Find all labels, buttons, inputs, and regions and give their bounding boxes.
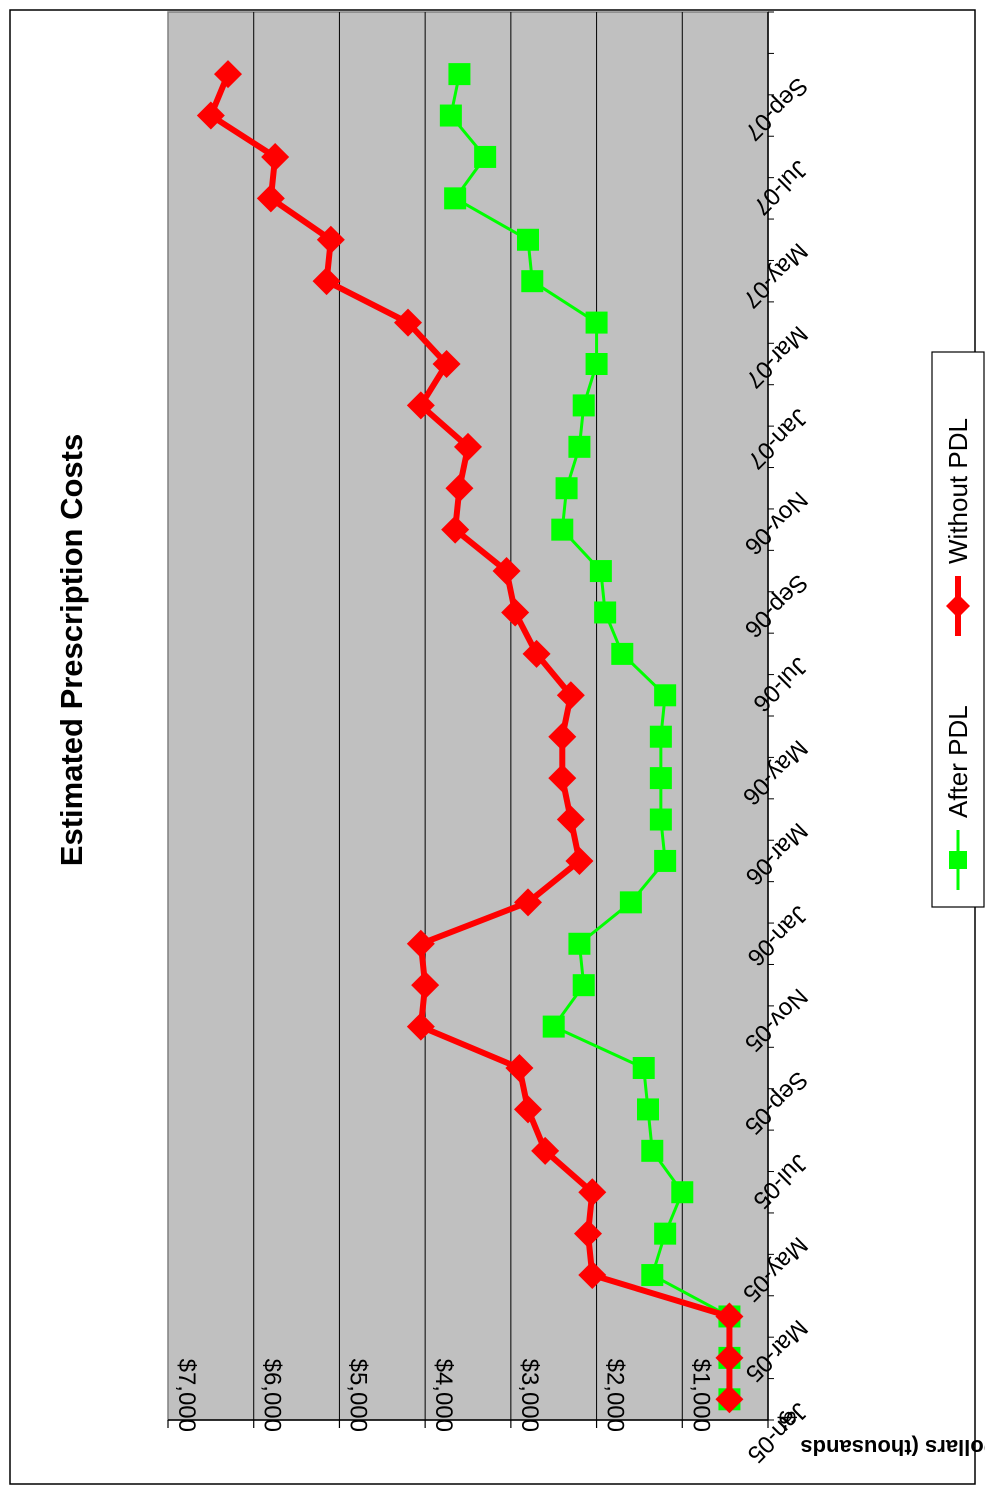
data-point [531,1136,560,1165]
data-point [585,353,608,375]
legend-item: Without PDL [943,418,973,636]
data-point [548,722,577,751]
y-tick-label: $- [773,1411,800,1432]
data-point [514,888,542,917]
data-point [261,142,290,171]
data-point [521,270,544,293]
data-point [556,681,585,710]
legend: After PDL Without PDL [931,351,985,908]
legend-marker [949,851,967,869]
data-point [406,391,435,420]
legend-item: After PDL [943,705,973,890]
y-axis-ticks: $- $1,000 $2,000 $3,000 $4,000 $5,000 $6,000 $7… [167,12,800,1432]
data-point [312,267,341,296]
data-point [444,187,467,210]
data-point [637,1098,659,1121]
data-point [565,846,594,875]
data-point [578,1178,607,1207]
data-point [654,684,677,707]
data-point [585,311,608,334]
data-point [256,184,285,213]
y-tick-label: $1,000 [687,1359,714,1432]
data-point [555,477,578,500]
data-point [611,642,634,665]
plot-area-group: Jan-05Mar-05May-05Jul-05Sep-05Nov-05Jan-… [167,11,813,1468]
data-point [589,560,612,583]
data-point [514,1095,542,1124]
data-point [568,435,591,458]
data-point [715,1385,744,1414]
legend-label: After PDL [943,705,973,818]
data-point [556,805,585,834]
data-point [474,145,497,168]
data-point [572,394,595,417]
data-point [548,764,577,793]
chart-title: Estimated Prescription Costs [54,434,89,866]
data-point [671,1181,694,1204]
data-point [522,639,551,668]
y-tick-label: $2,000 [602,1359,629,1432]
data-point [654,1222,677,1245]
data-point [641,1139,664,1162]
data-point [439,104,462,127]
data-point [454,432,482,461]
data-point [568,932,591,955]
y-tick-label: $4,000 [430,1359,457,1432]
legend-marker [946,594,970,618]
y-tick-label: $5,000 [344,1359,371,1432]
data-point [445,474,474,503]
data-point [594,601,617,624]
data-point [441,515,470,544]
data-point [649,808,672,831]
data-point [432,350,461,378]
data-point [214,60,242,89]
data-point [649,767,672,790]
series-without-pdl [196,60,744,1414]
data-point [654,849,677,872]
data-point [715,1302,744,1331]
data-point [619,891,642,914]
data-point [517,228,539,251]
data-point [501,598,530,627]
legend-label: Without PDL [943,418,973,564]
data-point [492,557,521,586]
data-point [411,971,440,1000]
y-axis-title: Dollars (thousands [800,1435,985,1460]
data-point [578,1261,607,1290]
data-point [406,929,435,958]
data-point [551,518,574,541]
y-tick-label: $7,000 [173,1359,200,1432]
data-point [505,1054,534,1082]
plot-area [167,11,769,1421]
data-point [542,1015,565,1038]
series-layer [196,60,744,1414]
data-point [406,1012,435,1041]
data-point [316,225,345,254]
data-point [632,1057,655,1079]
data-point [394,308,422,337]
data-point [196,101,225,130]
y-tick-label: $6,000 [259,1359,286,1432]
data-point [641,1264,664,1287]
data-point [572,974,595,997]
data-point [448,63,471,86]
data-point [715,1343,744,1372]
y-tick-label: $3,000 [516,1359,543,1432]
data-point [649,725,672,748]
data-point [574,1219,602,1248]
